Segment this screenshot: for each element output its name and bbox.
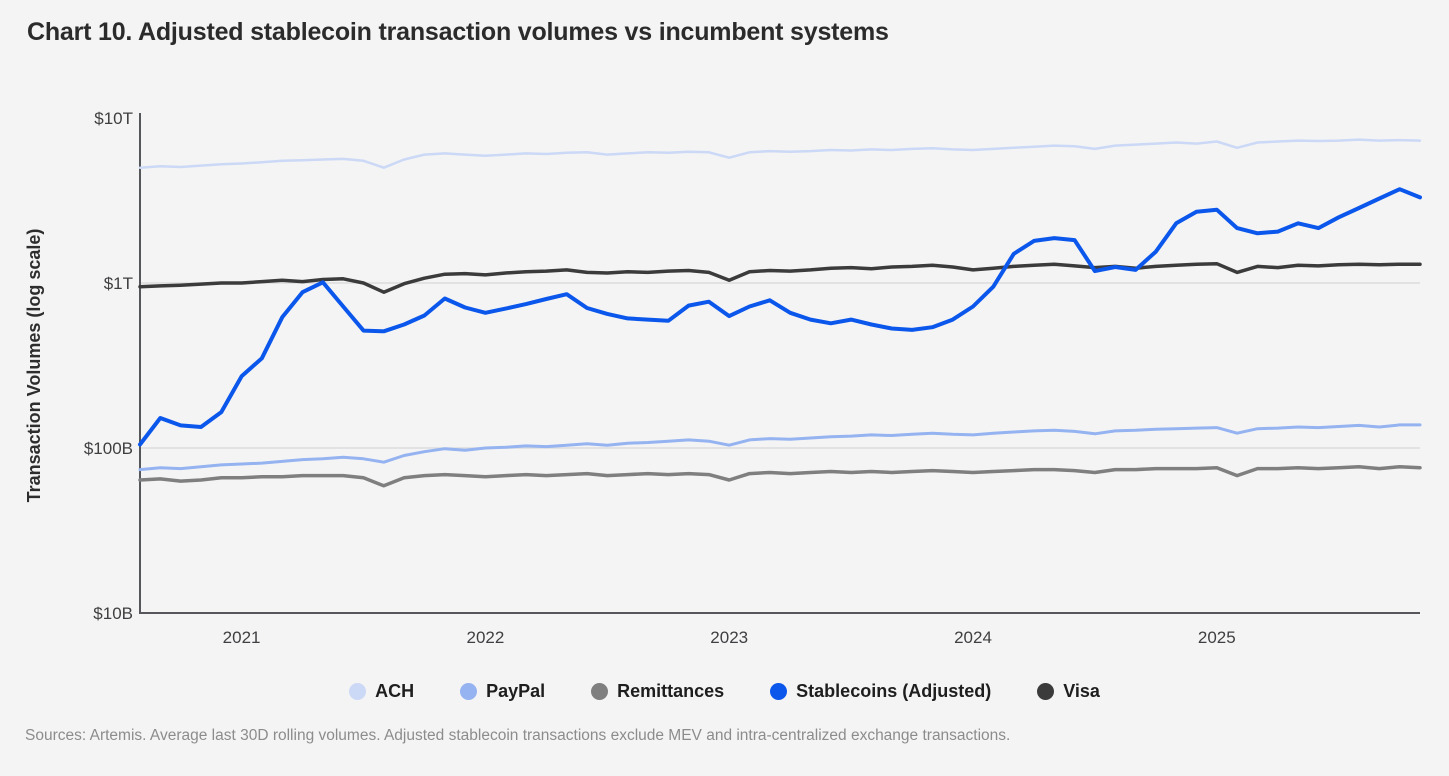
x-tick-label: 2025 bbox=[1198, 628, 1236, 647]
legend-dot-icon bbox=[349, 683, 367, 700]
legend-dot-icon bbox=[770, 683, 788, 700]
legend-label: Visa bbox=[1063, 681, 1100, 701]
series-line-stablecoins-adjusted bbox=[138, 187, 1422, 447]
series-line-remittances bbox=[138, 464, 1422, 488]
legend-label: PayPal bbox=[486, 681, 546, 701]
legend-item-ach[interactable]: ACH bbox=[349, 681, 414, 702]
chart-legend: ACH PayPal Remittances Stablecoins (Adjuste… bbox=[0, 681, 1449, 702]
legend-label: Stablecoins (Adjusted) bbox=[796, 681, 992, 701]
y-tick-label: $100B bbox=[84, 439, 133, 458]
source-note: Sources: Artemis. Average last 30D rolli… bbox=[25, 727, 1011, 744]
series-line-ach bbox=[138, 138, 1422, 169]
legend-dot-icon bbox=[460, 683, 478, 700]
legend-dot-icon bbox=[1037, 683, 1055, 700]
legend-item-paypal[interactable]: PayPal bbox=[460, 681, 545, 702]
x-tick-label: 2023 bbox=[710, 628, 748, 647]
x-tick-label: 2021 bbox=[223, 628, 261, 647]
legend-dot-icon bbox=[591, 683, 609, 700]
legend-label: ACH bbox=[375, 681, 415, 701]
x-tick-label: 2022 bbox=[466, 628, 504, 647]
series-line-paypal bbox=[138, 423, 1422, 472]
legend-item-stablecoins-adjusted[interactable]: Stablecoins (Adjusted) bbox=[770, 681, 991, 702]
y-tick-label: $1T bbox=[104, 274, 133, 293]
legend-label: Remittances bbox=[617, 681, 725, 701]
legend-item-remittances[interactable]: Remittances bbox=[591, 681, 724, 702]
legend-item-visa[interactable]: Visa bbox=[1037, 681, 1100, 702]
y-tick-label: $10B bbox=[93, 604, 133, 623]
series-line-visa bbox=[138, 261, 1422, 294]
y-axis-title: Transaction Volumes (log scale) bbox=[24, 229, 44, 503]
y-tick-label: $10T bbox=[94, 109, 133, 128]
page-title: Chart 10. Adjusted stablecoin transactio… bbox=[27, 18, 889, 46]
x-tick-label: 2024 bbox=[954, 628, 992, 647]
